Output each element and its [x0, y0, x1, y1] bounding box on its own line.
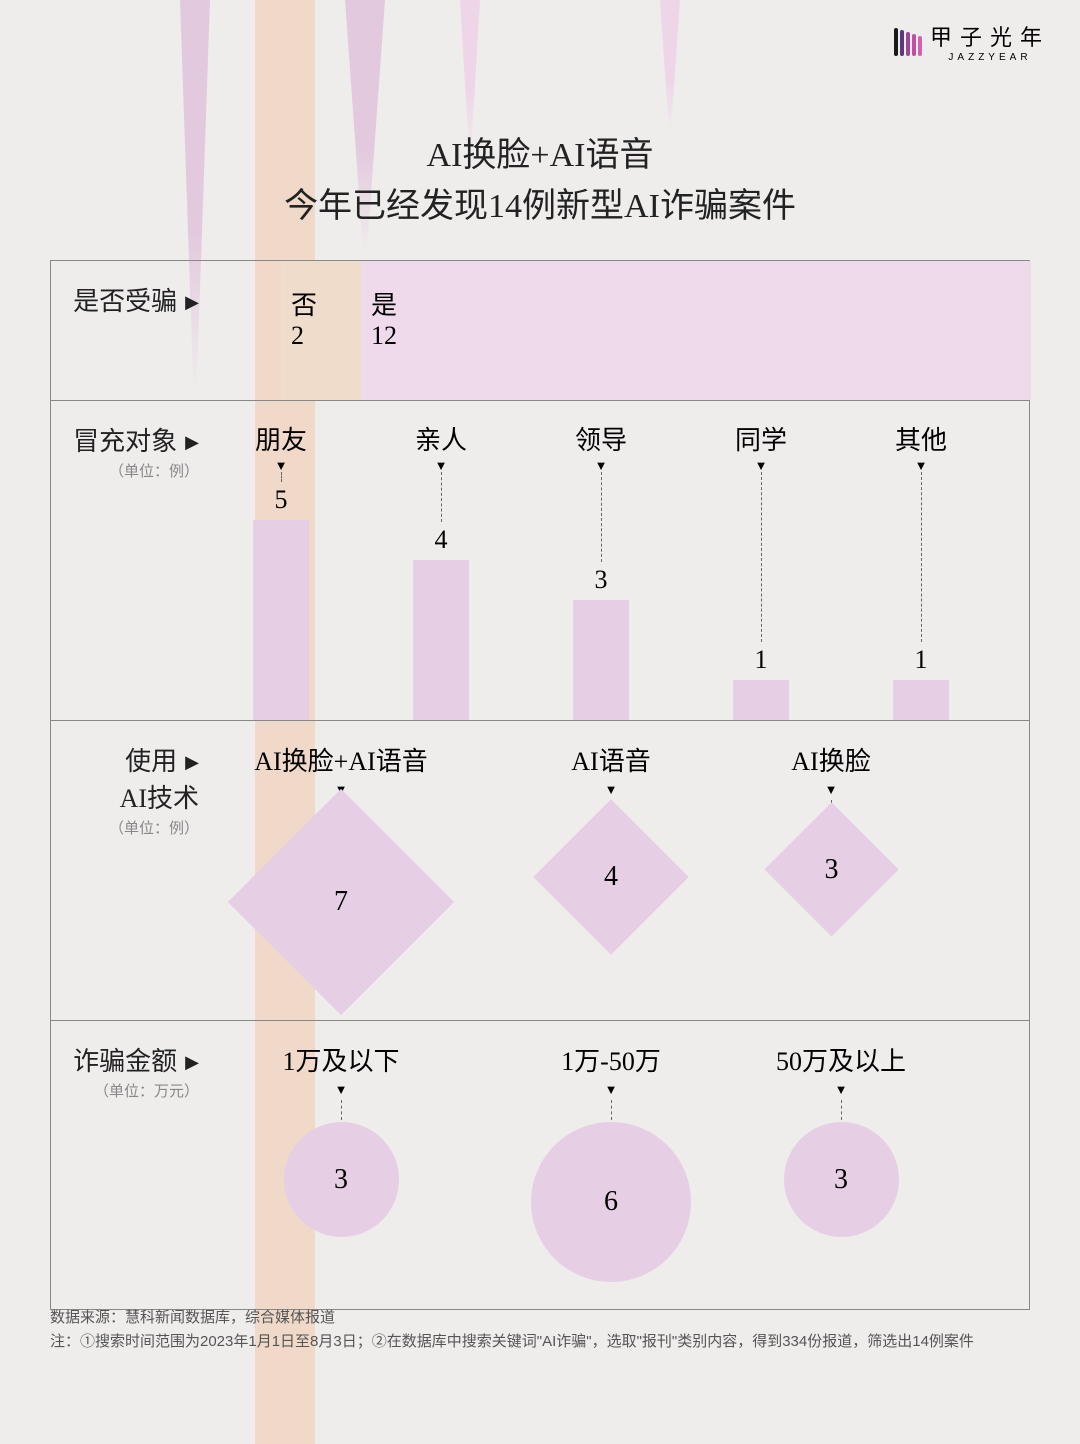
row-ai-tech: 使用▶ AI技术 （单位：例） AI换脸+AI语音▼7 AI语音 ▼ 4 AI换脸 ▼ 3 — [51, 721, 1029, 1021]
diamond-category: AI语音 — [511, 741, 711, 778]
bar-connector — [761, 472, 762, 642]
diamond-shape: 3 — [764, 802, 898, 936]
bar-value: 3 — [561, 565, 641, 595]
bar-category: 亲人 — [401, 420, 481, 457]
deceived-value: 12 — [371, 321, 397, 351]
bar-value: 5 — [241, 485, 321, 515]
bar-rect — [893, 680, 949, 720]
bar-rect — [733, 680, 789, 720]
circle-shape: 6 — [531, 1122, 691, 1282]
bar-category: 同学 — [721, 420, 801, 457]
circle-item: 1万-50万 ▼ 6 — [511, 1041, 711, 1282]
diamond-shape: 4 — [533, 799, 689, 955]
bar-value: 1 — [721, 645, 801, 675]
row-label-impersonation: 冒充对象▶ （单位：例） — [73, 421, 199, 481]
circle-connector — [841, 1100, 842, 1120]
logo-cn: 甲子光年 — [930, 20, 1050, 52]
chart-container: 是否受骗▶ 否2是12 冒充对象▶ （单位：例） 朋友▼5亲人▼4领导▼3同学▼… — [50, 260, 1030, 1310]
circle-category: 50万及以上 — [741, 1041, 941, 1078]
diamond-item: AI换脸+AI语音▼7 — [241, 741, 441, 982]
footer-note: 注：①搜索时间范围为2023年1月1日至8月3日；②在数据库中搜索关键词"AI诈… — [50, 1330, 974, 1354]
diamond-item: AI语音 ▼ 4 — [511, 741, 711, 932]
bar-value: 1 — [881, 645, 961, 675]
circle-arrow-icon: ▼ — [241, 1082, 441, 1098]
diamond-shape: 7 — [228, 789, 454, 1015]
bar-category: 领导 — [561, 420, 641, 457]
bar-category: 其他 — [881, 420, 961, 457]
main-title: AI换脸+AI语音 今年已经发现14例新型AI诈骗案件 — [0, 130, 1080, 232]
bar-item: 领导▼3 — [561, 600, 641, 720]
bar-connector — [441, 472, 442, 522]
circle-arrow-icon: ▼ — [741, 1082, 941, 1098]
deceived-category: 是 — [371, 285, 397, 322]
bar-item: 同学▼1 — [721, 680, 801, 720]
bar-rect — [253, 520, 309, 720]
diamond-item: AI换脸 ▼ 3 — [731, 741, 931, 917]
circle-shape: 3 — [284, 1122, 399, 1237]
title-line-1: AI换脸+AI语音 — [0, 130, 1080, 181]
row-amount: 诈骗金额▶ （单位：万元） 1万及以下 ▼ 3 1万-50万 ▼ 6 50万及以上 ▼ 3 — [51, 1021, 1029, 1311]
row-label-deceived: 是否受骗▶ — [73, 281, 199, 318]
circle-connector — [341, 1100, 342, 1120]
bar-item: 其他▼1 — [881, 680, 961, 720]
deceived-category: 否 — [291, 285, 317, 322]
diamond-value: 7 — [334, 886, 348, 918]
circle-connector — [611, 1100, 612, 1120]
bar-rect — [413, 560, 469, 720]
diamond-arrow-icon: ▼ — [511, 782, 711, 798]
circle-category: 1万及以下 — [241, 1041, 441, 1078]
bg-stripe — [460, 0, 480, 150]
bar-connector — [281, 472, 282, 482]
footer-notes: 数据来源：慧科新闻数据库，综合媒体报道 注：①搜索时间范围为2023年1月1日至… — [50, 1306, 974, 1354]
row-impersonation: 冒充对象▶ （单位：例） 朋友▼5 亲人▼4 领导▼3 同学▼1 其他▼1 — [51, 401, 1029, 721]
circle-item: 50万及以上 ▼ 3 — [741, 1041, 941, 1237]
circle-category: 1万-50万 — [511, 1041, 711, 1078]
title-line-2: 今年已经发现14例新型AI诈骗案件 — [0, 181, 1080, 232]
diamond-category: AI换脸 — [731, 741, 931, 778]
bar-value: 4 — [401, 525, 481, 555]
bg-stripe — [660, 0, 680, 130]
bar-connector — [601, 472, 602, 562]
row-label-ai-tech: 使用▶ AI技术 （单位：例） — [109, 741, 199, 838]
bar-item: 朋友▼5 — [241, 520, 321, 720]
bar-item: 亲人▼4 — [401, 560, 481, 720]
logo-en: JAZZYEAR — [948, 52, 1031, 63]
diamond-category: AI换脸+AI语音 — [241, 741, 441, 778]
diamond-arrow-icon: ▼ — [731, 782, 931, 798]
circle-shape: 3 — [784, 1122, 899, 1237]
bar-rect — [573, 600, 629, 720]
bar-connector — [921, 472, 922, 642]
deceived-bar — [361, 261, 1031, 400]
bar-category: 朋友 — [241, 420, 321, 457]
deceived-value: 2 — [291, 321, 304, 351]
diamond-value: 3 — [824, 854, 838, 886]
row-label-amount: 诈骗金额▶ （单位：万元） — [73, 1041, 199, 1101]
circle-item: 1万及以下 ▼ 3 — [241, 1041, 441, 1237]
brand-logo: 甲子光年 JAZZYEAR — [894, 20, 1050, 63]
footer-source: 数据来源：慧科新闻数据库，综合媒体报道 — [50, 1306, 974, 1330]
row-deceived: 是否受骗▶ 否2 是12 — [51, 261, 1029, 401]
circle-arrow-icon: ▼ — [511, 1082, 711, 1098]
diamond-value: 4 — [604, 861, 618, 893]
